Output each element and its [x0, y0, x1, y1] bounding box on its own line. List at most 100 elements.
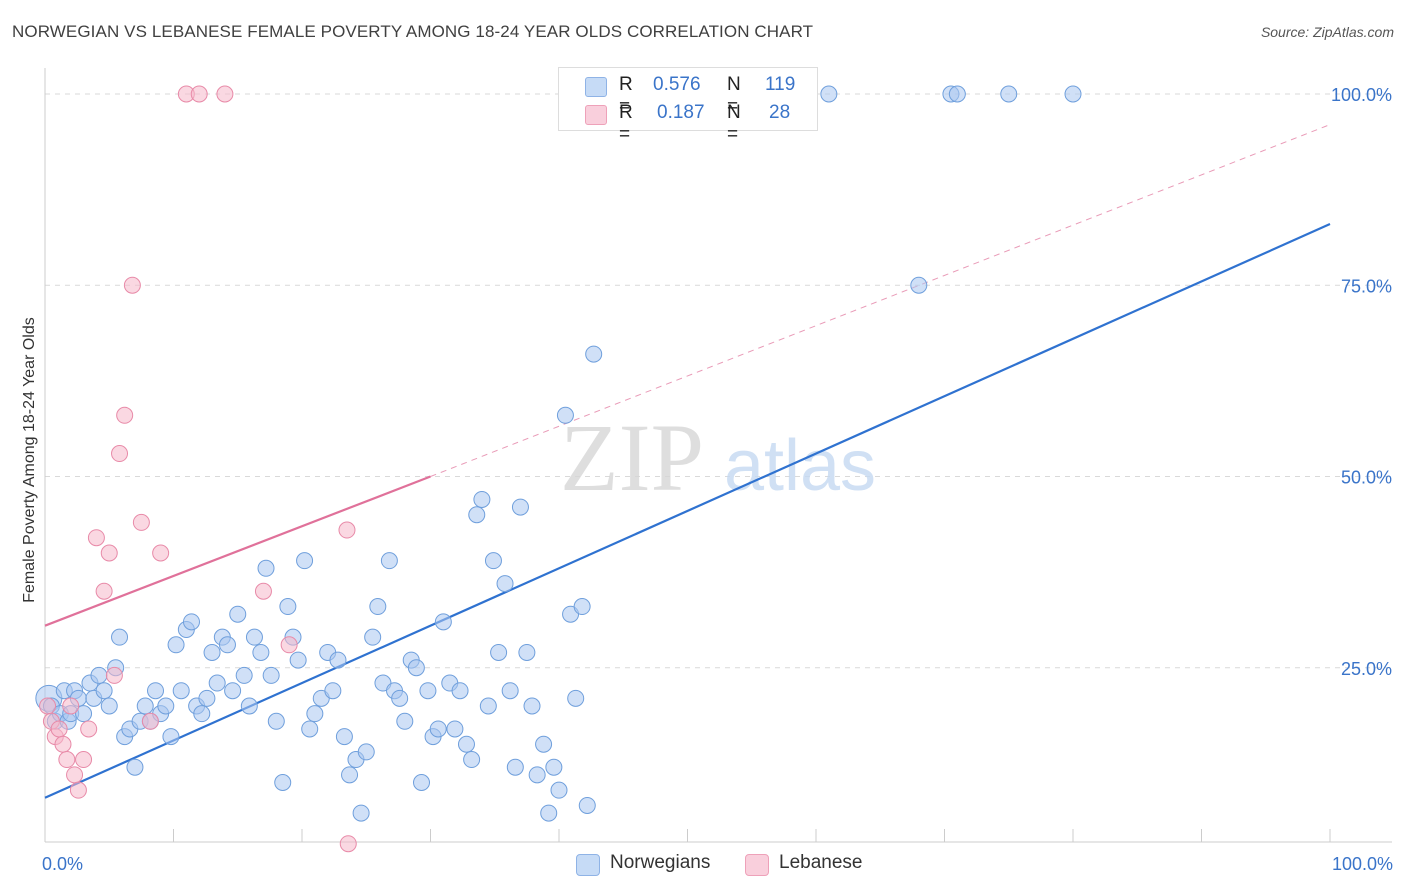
norwegians-point: [306, 705, 324, 723]
norwegians-point: [369, 598, 387, 616]
norwegians-point: [182, 613, 200, 631]
norwegians-point: [506, 758, 524, 776]
norwegians-point: [240, 697, 258, 715]
norwegians-point: [545, 758, 563, 776]
y-axis-label: Female Poverty Among 18-24 Year Olds: [21, 317, 38, 603]
bottom-legend-label-norwegians: Norwegians: [610, 852, 711, 873]
lebanese-point: [132, 513, 150, 531]
norwegians-point: [262, 666, 280, 684]
tick-labels: 25.0% 50.0% 75.0% 100.0% 0.0% 100.0%: [42, 85, 1393, 874]
lebanese-point: [280, 636, 298, 654]
norwegians-point: [429, 720, 447, 738]
legend: R = 0.576 N = 119 R = 0.187 N = 28: [558, 67, 818, 145]
norwegians-point: [535, 735, 553, 753]
norwegians-point: [446, 720, 464, 738]
x-tick-label: 0.0%: [42, 854, 83, 874]
legend-r-value: 0.187: [657, 102, 705, 123]
norwegians-point: [479, 697, 497, 715]
lebanese-points: [39, 85, 357, 853]
norwegians-point: [136, 697, 154, 715]
norwegians-point: [468, 506, 486, 524]
lebanese-trend-line: [44, 475, 431, 627]
norwegians-point: [235, 666, 253, 684]
lebanese-point: [100, 544, 118, 562]
legend-n-value: 28: [769, 102, 791, 123]
norwegians-point: [126, 758, 144, 776]
norwegians-point: [193, 705, 211, 723]
norwegians-point: [457, 735, 475, 753]
lebanese-trend-line-extended: [430, 124, 1331, 477]
legend-n-label: N =: [727, 74, 741, 117]
y-tick-label: 75.0%: [1341, 276, 1392, 296]
norwegians-point: [289, 651, 307, 669]
legend-swatch-norwegians: [585, 77, 607, 97]
lebanese-point: [105, 666, 123, 684]
norwegians-point: [167, 636, 185, 654]
norwegians-point: [434, 613, 452, 631]
norwegians-point: [229, 605, 247, 623]
norwegians-point: [511, 498, 529, 516]
norwegians-point: [451, 682, 469, 700]
norwegians-point: [335, 728, 353, 746]
lebanese-point: [141, 712, 159, 730]
lebanese-point: [75, 751, 93, 769]
norwegians-point: [413, 774, 431, 791]
norwegians-point: [910, 276, 928, 294]
norwegians-point: [1000, 85, 1018, 103]
norwegians-point: [274, 774, 292, 791]
legend-swatch-lebanese: [585, 105, 607, 125]
norwegians-point: [296, 552, 314, 570]
y-tick-label: 25.0%: [1341, 659, 1392, 679]
norwegians-point: [352, 804, 370, 822]
norwegians-point: [198, 689, 216, 707]
legend-n-label: N =: [727, 102, 741, 145]
y-tick-label: 100.0%: [1331, 85, 1392, 105]
source-label: Source: ZipAtlas.com: [1260, 24, 1394, 40]
norwegians-point: [329, 651, 347, 669]
norwegians-point: [550, 781, 568, 799]
norwegians-point: [396, 712, 414, 730]
norwegians-point: [407, 659, 425, 677]
norwegians-point: [162, 728, 180, 746]
watermark-zip: ZIP: [560, 404, 704, 511]
lebanese-point: [123, 276, 141, 294]
legend-r-label: R =: [619, 102, 633, 145]
norwegians-point: [578, 796, 596, 814]
norwegians-point: [324, 682, 342, 700]
norwegians-point: [585, 345, 603, 363]
norwegians-point: [556, 406, 574, 424]
lebanese-point: [80, 720, 98, 738]
lebanese-point: [62, 697, 80, 715]
norwegians-point: [523, 697, 541, 715]
lebanese-point: [50, 720, 68, 738]
watermark: ZIP atlas: [560, 404, 876, 511]
bottom-legend-swatch-lebanese: [745, 854, 769, 876]
norwegians-point: [501, 682, 519, 700]
norwegians-point: [218, 636, 236, 654]
norwegians-point: [364, 628, 382, 646]
norwegians-point: [341, 766, 359, 784]
norwegians-point: [496, 575, 514, 593]
lebanese-point: [254, 582, 272, 600]
norwegians-point: [224, 682, 242, 700]
lebanese-point: [339, 835, 357, 853]
norwegians-point: [391, 689, 409, 707]
norwegians-point: [490, 643, 508, 661]
norwegians-point: [567, 689, 585, 707]
lebanese-point: [338, 521, 356, 539]
trend-lines: [44, 124, 1331, 799]
lebanese-point: [95, 582, 113, 600]
norwegians-point: [208, 674, 226, 692]
y-tick-label: 50.0%: [1341, 468, 1392, 488]
norwegians-point: [1064, 85, 1082, 103]
x-tick-label: 100.0%: [1332, 854, 1393, 874]
norwegians-point: [357, 743, 375, 761]
norwegians-point: [267, 712, 285, 730]
norwegians-point: [528, 766, 546, 784]
norwegians-point: [518, 643, 536, 661]
bottom-legend-label-lebanese: Lebanese: [779, 852, 863, 873]
bottom-legend-swatch-norwegians: [576, 854, 600, 876]
lebanese-point: [87, 529, 105, 547]
y-axis-label-wrap: Female Poverty Among 18-24 Year Olds: [18, 80, 42, 840]
